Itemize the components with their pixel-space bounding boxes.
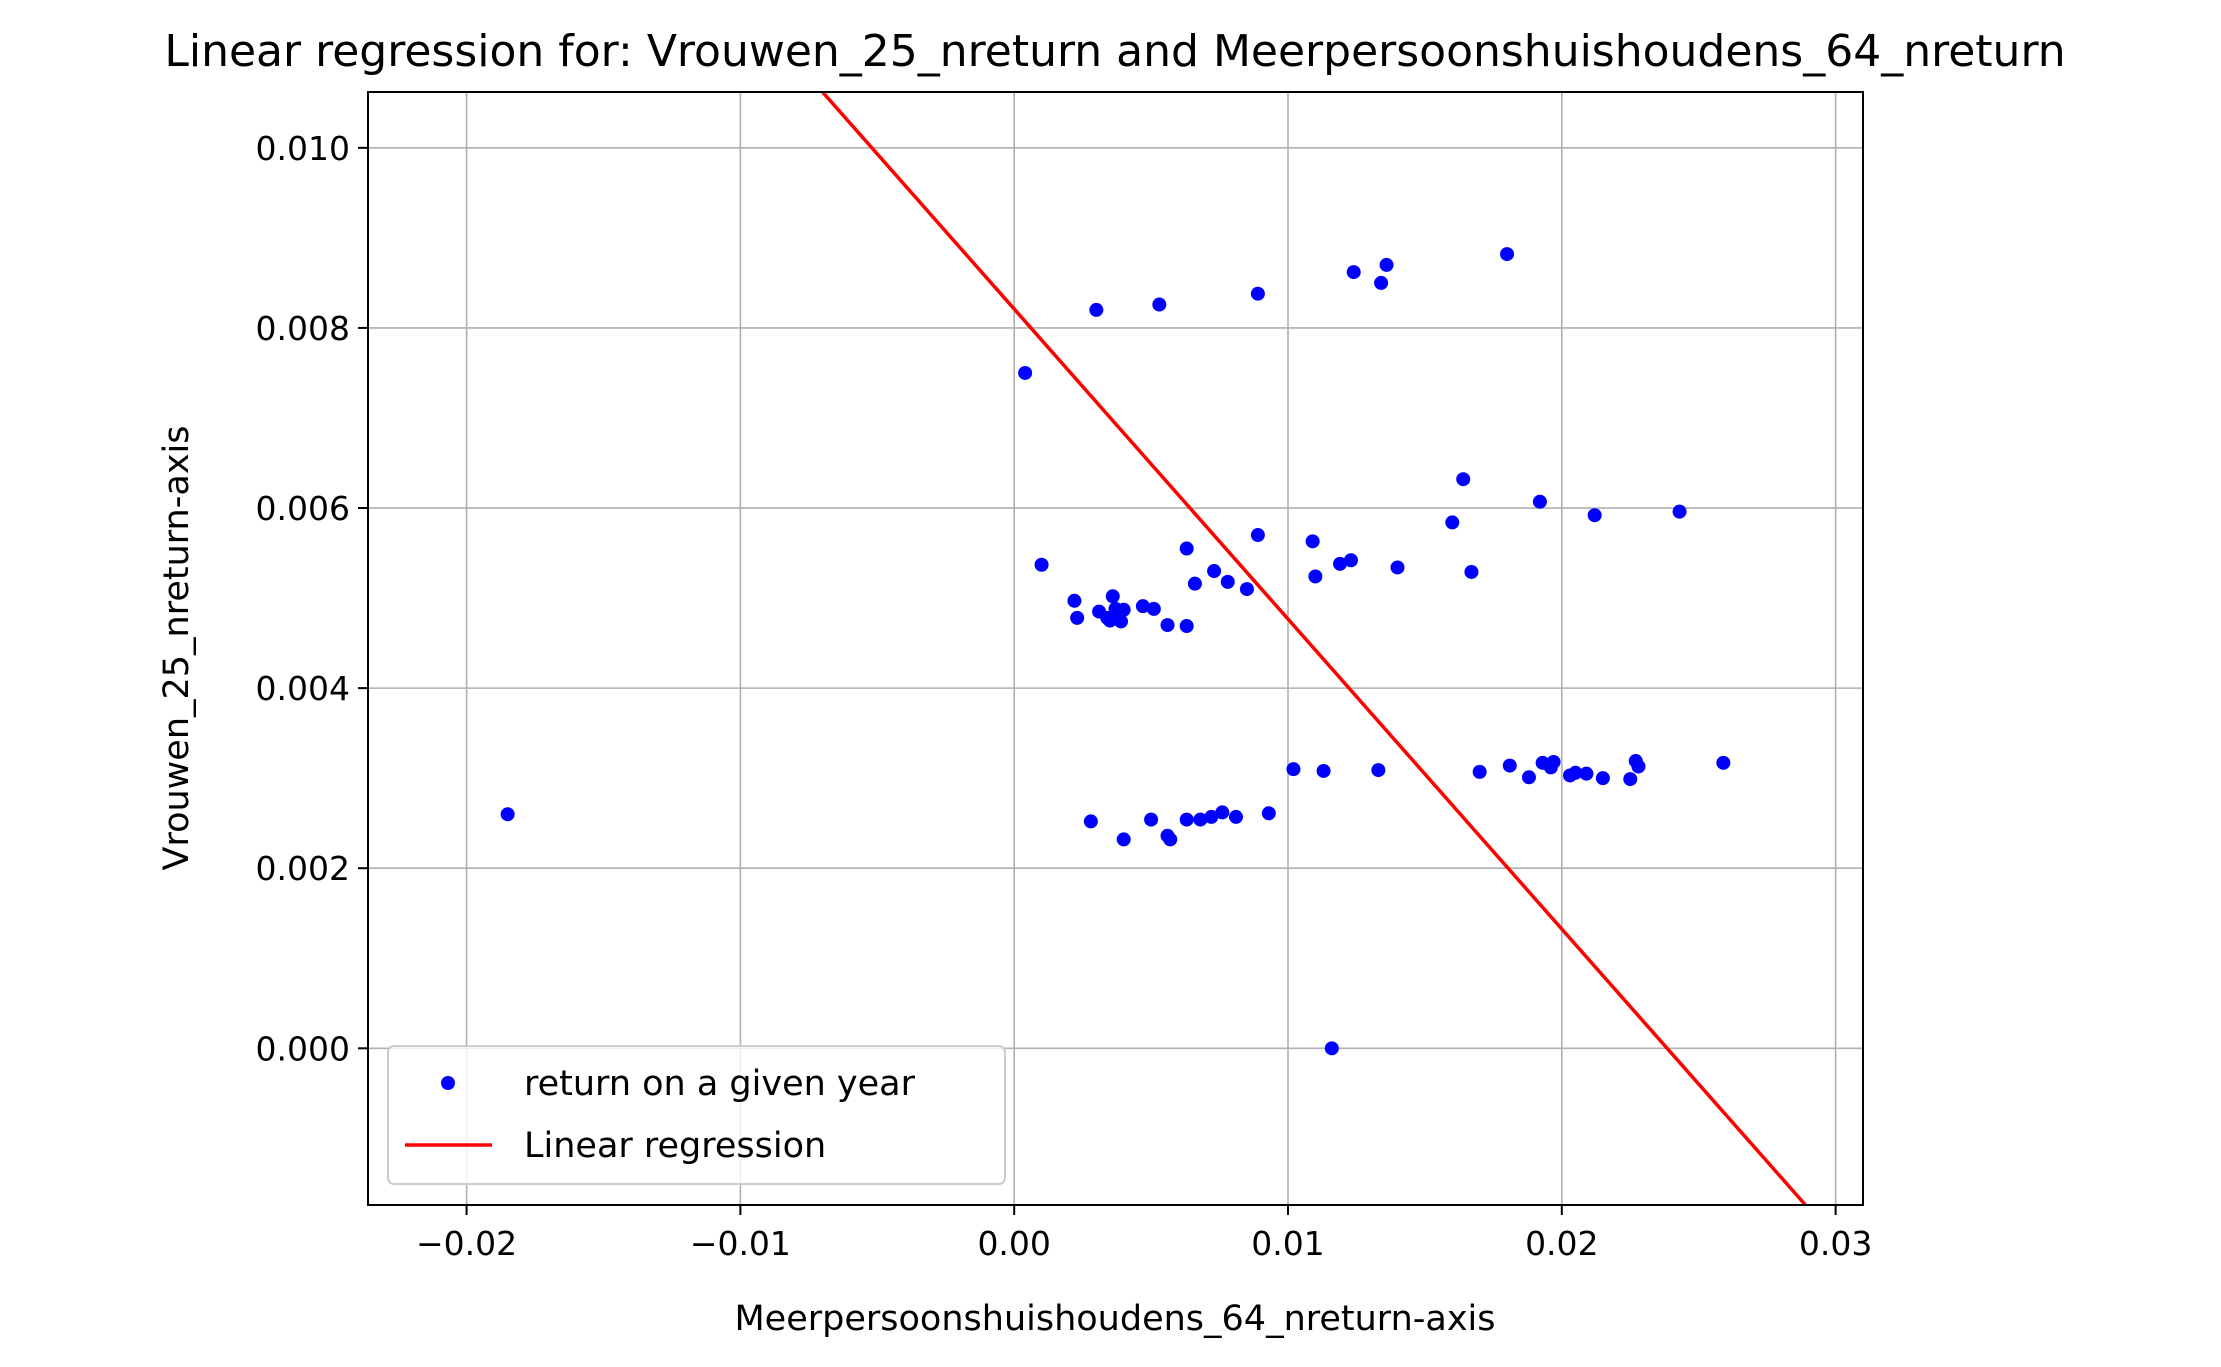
y-tick-label: 0.004: [256, 669, 350, 708]
x-tick-label: 0.03: [1799, 1224, 1872, 1263]
data-point: [1034, 557, 1049, 572]
data-point: [1305, 534, 1320, 549]
x-tick-label: −0.02: [416, 1224, 517, 1263]
x-tick-label: 0.01: [1251, 1224, 1324, 1263]
data-point: [1595, 771, 1610, 786]
data-point: [1568, 765, 1583, 780]
regression-line: [821, 92, 1807, 1205]
data-point: [1261, 806, 1276, 821]
data-point: [1316, 763, 1331, 778]
data-point: [1286, 762, 1301, 777]
data-point: [1067, 593, 1082, 608]
data-point: [1220, 574, 1235, 589]
data-marks: [500, 92, 1807, 1205]
data-point: [1152, 297, 1167, 312]
legend-scatter-label: return on a given year: [524, 1064, 916, 1104]
data-point: [1250, 286, 1265, 301]
x-tick-label: −0.01: [690, 1224, 791, 1263]
data-point: [1144, 812, 1159, 827]
data-point: [1390, 560, 1405, 575]
data-point: [1333, 556, 1348, 571]
data-point: [500, 807, 515, 822]
data-point: [1532, 494, 1547, 509]
data-point: [1546, 754, 1561, 769]
y-tick-label: 0.000: [256, 1029, 350, 1068]
legend: return on a given year Linear regression: [387, 1045, 1006, 1185]
legend-line-label: Linear regression: [524, 1126, 826, 1166]
y-tick-label: 0.002: [256, 849, 350, 888]
legend-scatter-marker: [441, 1076, 455, 1090]
data-point: [1500, 247, 1515, 262]
y-tick-label: 0.006: [256, 489, 350, 528]
data-point: [1379, 257, 1394, 272]
data-point: [1716, 755, 1731, 770]
data-point: [1018, 365, 1033, 380]
data-point: [1215, 805, 1230, 820]
data-point: [1187, 576, 1202, 591]
y-tick-label: 0.008: [256, 309, 350, 348]
data-point: [1179, 618, 1194, 633]
data-point: [1105, 589, 1120, 604]
data-point: [1204, 809, 1219, 824]
data-point: [1371, 763, 1386, 778]
data-point: [1374, 275, 1389, 290]
axis-ticks: −0.02 −0.01 0.00 0.01 0.02 0.03 0.000 0.002 0.00…: [256, 129, 1873, 1263]
data-point: [1579, 766, 1594, 781]
x-tick-label: 0.02: [1525, 1224, 1598, 1263]
data-point: [1207, 564, 1222, 579]
data-point: [1083, 814, 1098, 829]
data-point: [1472, 764, 1487, 779]
x-tick-label: 0.00: [977, 1224, 1050, 1263]
data-point: [1521, 770, 1536, 785]
data-point: [1193, 812, 1208, 827]
data-point: [1502, 758, 1517, 773]
axes-frame: [367, 91, 1864, 1206]
data-point: [1623, 772, 1638, 787]
data-point: [1587, 508, 1602, 523]
data-point: [1631, 759, 1646, 774]
plot-area: [500, 92, 1807, 1205]
data-point: [1160, 618, 1175, 633]
data-point: [1116, 602, 1131, 617]
data-point: [1089, 302, 1104, 317]
data-point: [1239, 582, 1254, 597]
data-point: [1308, 569, 1323, 584]
data-point: [1070, 610, 1085, 625]
data-point: [1113, 614, 1128, 629]
data-point: [1146, 601, 1161, 616]
data-point: [1456, 472, 1471, 487]
data-point: [1250, 528, 1265, 543]
x-axis-label: Meerpersoonshuishoudens_64_nreturn-axis: [734, 1299, 1495, 1339]
data-point: [1163, 832, 1178, 847]
data-point: [1228, 809, 1243, 824]
data-point: [1179, 812, 1194, 827]
data-point: [1135, 599, 1150, 614]
data-point: [1464, 564, 1479, 579]
data-point: [1116, 832, 1131, 847]
data-point: [1179, 541, 1194, 556]
data-point: [1445, 515, 1460, 530]
y-axis-label: Vrouwen_25_nreturn-axis: [157, 426, 197, 871]
grid-lines: [368, 92, 1863, 1205]
y-tick-label: 0.010: [256, 129, 350, 168]
data-point: [1324, 1041, 1339, 1056]
legend-box: [387, 1045, 1006, 1185]
data-point: [1346, 265, 1361, 280]
data-point: [1343, 553, 1358, 568]
chart-title: Linear regression for: Vrouwen_25_nretur…: [164, 26, 2065, 77]
data-point: [1672, 504, 1687, 519]
